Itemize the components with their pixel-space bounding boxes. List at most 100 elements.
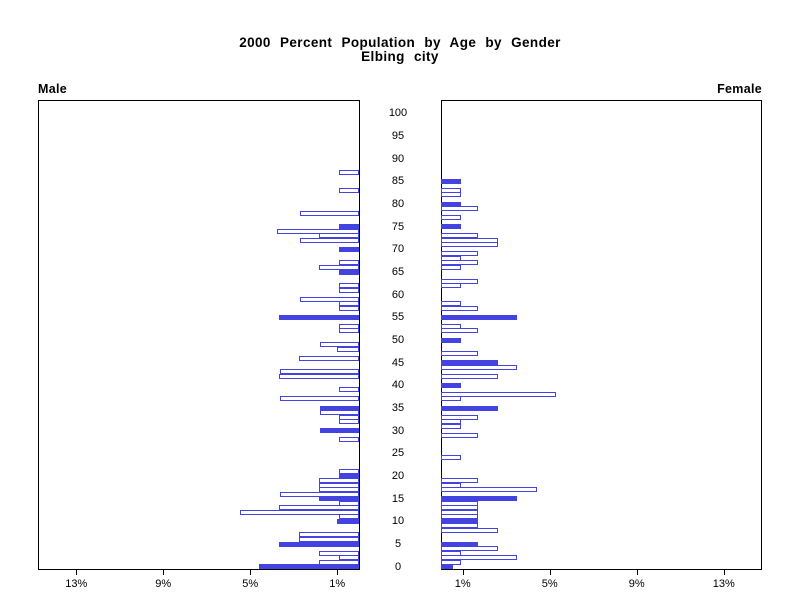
bar-female-age-44: [441, 364, 518, 370]
male-pct-13-label: 13%: [65, 578, 88, 590]
bar-male-age-39: [339, 387, 359, 393]
bar-female-age-53: [441, 323, 461, 329]
bar-female-age-63: [441, 278, 478, 284]
bar-male-age-49: [319, 342, 359, 348]
bar-male-age-17: [318, 487, 359, 493]
bar-male-age-21: [339, 469, 359, 474]
age-label-100: 100: [388, 107, 408, 120]
bar-female-age-12: [441, 509, 478, 515]
male-pct-13-tick: [76, 570, 78, 575]
bar-male-age-11: [339, 514, 359, 520]
female-pct-13-tick: [723, 570, 725, 575]
bar-male-age-55: [278, 314, 359, 320]
female-pct-5-tick: [549, 570, 551, 575]
bar-female-age-67: [441, 260, 478, 266]
male-pct-5-tick: [250, 570, 252, 575]
bar-female-age-73: [441, 233, 478, 239]
bar-male-age-34: [319, 410, 359, 416]
chart-title-line1: 2000 Percent Population by Age by Gender: [239, 35, 561, 50]
bar-male-age-61: [339, 287, 359, 293]
age-label-15: 15: [391, 492, 405, 505]
age-label-55: 55: [391, 311, 405, 324]
bar-male-age-37: [279, 396, 359, 402]
chart-title-line2: Elbing city: [361, 49, 439, 64]
bar-male-age-7: [299, 532, 359, 538]
bar-male-age-58: [339, 301, 359, 307]
bar-female-age-37: [441, 396, 461, 402]
bar-female-age-58: [441, 301, 461, 307]
bar-female-age-38: [441, 391, 557, 397]
age-label-25: 25: [391, 447, 405, 460]
bar-male-age-2: [339, 555, 359, 561]
female-pct-9-label: 9%: [628, 578, 645, 590]
bar-female-age-69: [441, 251, 478, 257]
bar-male-age-65: [339, 269, 359, 275]
bar-male-age-83: [339, 187, 359, 193]
bar-male-age-75: [339, 224, 359, 230]
bar-female-age-57: [441, 305, 478, 311]
male-pct-1-tick: [337, 570, 339, 575]
bar-male-age-30: [319, 428, 359, 434]
bar-male-age-19: [318, 478, 359, 484]
bar-female-age-8: [441, 527, 498, 533]
bar-male-age-59: [300, 296, 359, 302]
bar-male-age-33: [339, 414, 359, 420]
bar-male-age-16: [279, 491, 359, 497]
age-label-75: 75: [391, 220, 405, 233]
bar-male-age-12: [240, 509, 359, 515]
bar-male-age-67: [339, 260, 359, 266]
bar-female-age-68: [441, 255, 461, 261]
age-label-60: 60: [391, 288, 405, 301]
female-pct-1-tick: [462, 570, 464, 575]
female-panel-label: Female: [717, 82, 762, 96]
bar-female-age-5: [441, 541, 478, 547]
bar-male-age-72: [300, 237, 359, 243]
bar-male-age-13: [278, 505, 359, 511]
male-pct-9-tick: [163, 570, 165, 575]
bar-female-age-80: [441, 201, 461, 207]
bar-female-age-18: [441, 482, 461, 488]
bar-female-age-4: [441, 546, 498, 552]
bar-female-age-40: [441, 382, 461, 388]
bar-female-age-13: [441, 505, 478, 511]
bar-female-age-83: [441, 187, 461, 193]
bar-male-age-66: [318, 265, 359, 271]
age-label-40: 40: [391, 379, 405, 392]
bar-male-age-87: [339, 169, 359, 175]
age-label-80: 80: [391, 198, 405, 211]
age-label-70: 70: [391, 243, 405, 256]
bar-male-age-14: [339, 500, 359, 506]
bar-female-age-9: [441, 523, 478, 529]
female-pct-1-label: 1%: [454, 578, 471, 590]
bar-female-age-42: [441, 373, 498, 379]
bar-female-age-32: [441, 419, 461, 425]
bar-male-age-53: [339, 323, 359, 329]
bar-female-age-35: [441, 405, 498, 411]
bar-female-age-52: [441, 328, 478, 334]
bar-male-age-18: [318, 482, 359, 488]
female-pct-9-tick: [636, 570, 638, 575]
bar-male-age-1: [318, 559, 359, 565]
bar-female-age-17: [441, 487, 537, 493]
bar-male-age-10: [337, 518, 359, 524]
bar-female-age-3: [441, 550, 461, 556]
age-label-5: 5: [394, 538, 402, 551]
age-label-90: 90: [391, 152, 405, 165]
bar-male-age-15: [318, 496, 359, 502]
female-pct-13-label: 13%: [712, 578, 735, 590]
bar-male-age-57: [339, 305, 359, 311]
bar-male-age-73: [318, 233, 359, 239]
age-label-35: 35: [391, 402, 405, 415]
bar-female-age-62: [441, 283, 461, 289]
age-label-65: 65: [391, 266, 405, 279]
bar-male-age-5: [278, 541, 359, 547]
bar-female-age-2: [441, 555, 518, 561]
bar-male-age-70: [339, 246, 359, 252]
bar-female-age-29: [441, 432, 478, 438]
bar-female-age-31: [441, 423, 461, 429]
bar-female-age-24: [441, 455, 461, 461]
male-panel-label: Male: [38, 82, 67, 96]
bar-female-age-10: [441, 518, 478, 524]
bar-male-age-35: [319, 405, 359, 411]
bar-male-age-3: [318, 550, 359, 556]
